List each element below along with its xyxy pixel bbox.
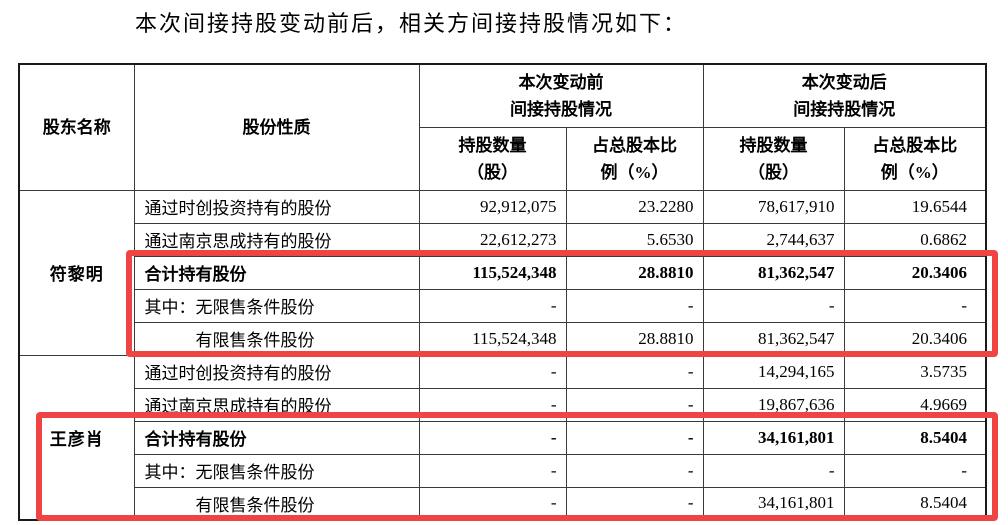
- header-pct-before: 占总股本比 例（%）: [565, 126, 704, 191]
- pct-after-cell: 8.5404: [843, 486, 987, 521]
- row-label: 有限售条件股份: [133, 486, 420, 521]
- row-label: 有限售条件股份: [133, 321, 420, 356]
- table-row: 通过南京思成持有的股份 22,612,273 5.6530 2,744,637 …: [19, 222, 987, 257]
- header-share-nature: 股份性质: [133, 63, 420, 191]
- row-label: 合计持有股份: [133, 420, 420, 455]
- header-before-line1: 本次变动前: [518, 72, 604, 92]
- qty-after-cell: 81,362,547: [702, 255, 845, 290]
- qty-before-cell: 115,524,348: [418, 255, 567, 290]
- pct-after-cell: 0.6862: [843, 222, 987, 257]
- pct-before-cell: 28.8810: [565, 321, 704, 356]
- pct-after-cell: 20.3406: [843, 321, 987, 356]
- qty-before-cell: -: [418, 288, 567, 323]
- header-before-group: 本次变动前 间接持股情况: [418, 63, 704, 128]
- qty-after-cell: 34,161,801: [702, 486, 845, 521]
- pct-after-cell: 4.9669: [843, 387, 987, 422]
- pct-before-cell: 28.8810: [565, 255, 704, 290]
- qty-after-cell: -: [702, 288, 845, 323]
- pct-after-cell: 19.6544: [843, 189, 987, 224]
- shareholding-table: 股东名称 股份性质 本次变动前 间接持股情况 本次变动后 间接持股情况 持股数量…: [18, 63, 987, 521]
- table-row: 符黎明 通过时创投资持有的股份 92,912,075 23.2280 78,61…: [18, 189, 987, 356]
- row-label: 其中：无限售条件股份: [133, 453, 420, 488]
- qty-after-cell: -: [702, 453, 845, 488]
- qty-after-cell: 19,867,636: [702, 387, 845, 422]
- header-shareholder: 股东名称: [18, 63, 135, 191]
- header-after-group: 本次变动后 间接持股情况: [702, 63, 987, 128]
- header-qty-after: 持股数量 （股）: [702, 126, 845, 191]
- qty-before-cell: -: [418, 420, 567, 455]
- header-pct-after: 占总股本比 例（%）: [843, 126, 987, 191]
- qty-before-cell: 22,612,273: [418, 222, 567, 257]
- header-before-line2: 间接持股情况: [510, 99, 612, 119]
- pct-after-cell: -: [843, 288, 987, 323]
- pct-before-cell: -: [565, 387, 704, 422]
- table-row: 其中：无限售条件股份 - - - -: [19, 453, 987, 488]
- qty-before-cell: -: [418, 354, 567, 389]
- table-row-total: 合计持有股份 - - 34,161,801 8.5404: [19, 420, 987, 455]
- table-row: 其中：无限售条件股份 - - - -: [19, 288, 987, 323]
- table-row: 有限售条件股份 115,524,348 28.8810 81,362,547 2…: [19, 321, 987, 356]
- pct-after-cell: 3.5735: [843, 354, 987, 389]
- qty-after-cell: 34,161,801: [702, 420, 845, 455]
- header-after-line2: 间接持股情况: [793, 99, 896, 119]
- table-row: 有限售条件股份 - - 34,161,801 8.5404: [19, 486, 987, 521]
- pct-before-cell: -: [565, 453, 704, 488]
- header-after-line1: 本次变动后: [801, 72, 887, 92]
- qty-before-cell: 115,524,348: [418, 321, 567, 356]
- qty-before-cell: -: [418, 453, 567, 488]
- pct-before-cell: 5.6530: [565, 222, 704, 257]
- table-row: 王彦肖 通过时创投资持有的股份 - - 14,294,165 3.5735: [18, 354, 987, 521]
- row-label: 通过时创投资持有的股份: [133, 354, 420, 389]
- pct-after-cell: 8.5404: [843, 420, 987, 455]
- qty-before-cell: -: [418, 387, 567, 422]
- qty-before-cell: -: [418, 486, 567, 521]
- shareholder-name-cell: 符黎明: [18, 189, 135, 356]
- table-row-total: 合计持有股份 115,524,348 28.8810 81,362,547 20…: [19, 255, 987, 290]
- page-title: 本次间接持股变动前后，相关方间接持股情况如下：: [135, 11, 688, 36]
- pct-before-cell: -: [565, 420, 704, 455]
- pct-before-cell: -: [565, 354, 704, 389]
- qty-after-cell: 2,744,637: [702, 222, 845, 257]
- pct-after-cell: -: [843, 453, 987, 488]
- qty-after-cell: 81,362,547: [702, 321, 845, 356]
- pct-before-cell: 23.2280: [565, 189, 704, 224]
- table-row: 通过南京思成持有的股份 - - 19,867,636 4.9669: [19, 387, 987, 422]
- header-qty-before: 持股数量 （股）: [418, 126, 567, 191]
- pct-after-cell: 20.3406: [843, 255, 987, 290]
- qty-after-cell: 78,617,910: [702, 189, 845, 224]
- qty-before-cell: 92,912,075: [418, 189, 567, 224]
- shareholder-name-cell: 王彦肖: [18, 354, 135, 521]
- pct-before-cell: -: [565, 288, 704, 323]
- pct-before-cell: -: [565, 486, 704, 521]
- row-label: 合计持有股份: [133, 255, 420, 290]
- row-label: 其中：无限售条件股份: [133, 288, 420, 323]
- row-label: 通过南京思成持有的股份: [133, 387, 420, 422]
- qty-after-cell: 14,294,165: [702, 354, 845, 389]
- row-label: 通过时创投资持有的股份: [133, 189, 420, 224]
- row-label: 通过南京思成持有的股份: [133, 222, 420, 257]
